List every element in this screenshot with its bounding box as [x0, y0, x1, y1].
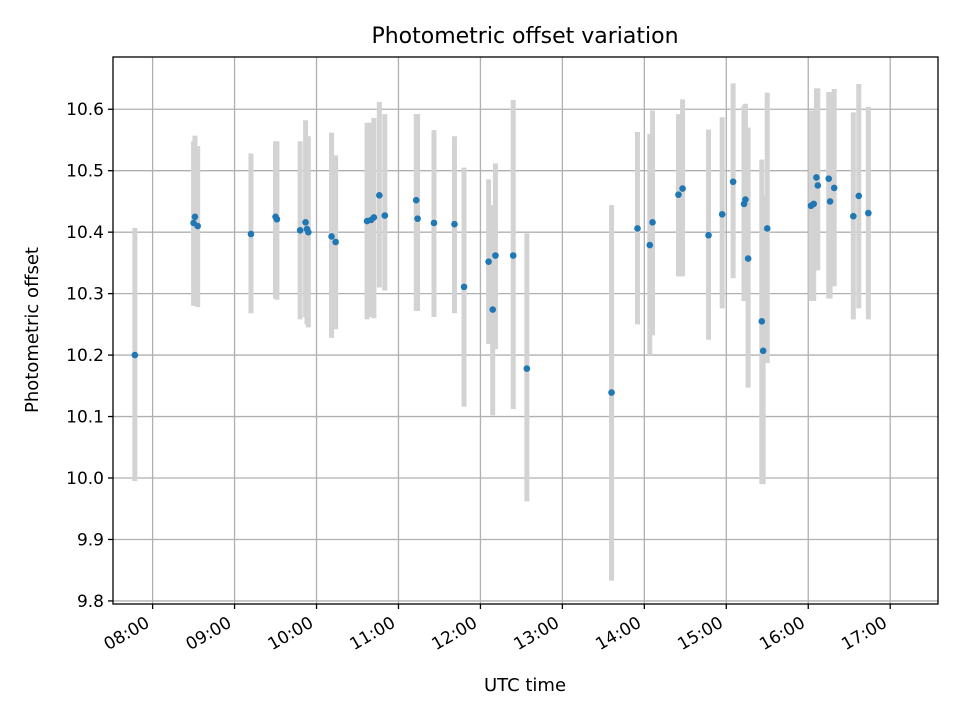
data-point [646, 241, 654, 249]
y-tick-label: 10.2 [66, 346, 104, 366]
data-point [825, 175, 833, 182]
y-tick-label: 9.9 [77, 530, 104, 550]
data-point [414, 215, 421, 222]
y-axis-label: Photometric offset [22, 247, 43, 413]
x-tick-label: 12:00 [428, 613, 480, 655]
error-bars [132, 83, 871, 581]
data-point [191, 213, 199, 221]
data-point [131, 351, 139, 359]
data-point [718, 211, 726, 218]
data-point [679, 185, 686, 192]
data-point [763, 225, 771, 232]
data-point [744, 255, 752, 262]
x-tick-label: 15:00 [674, 613, 726, 655]
y-tick-label: 10.3 [66, 285, 104, 305]
data-point [608, 389, 615, 396]
y-tick-label: 9.8 [77, 592, 104, 612]
data-point [649, 219, 656, 226]
data-point [305, 228, 312, 236]
y-tick-label: 10.1 [66, 408, 104, 428]
x-tick-label: 16:00 [756, 613, 808, 655]
plot-area-frame [112, 56, 939, 605]
chart-title: Photometric offset variation [371, 24, 678, 49]
data-point [850, 212, 857, 220]
data-point [460, 283, 468, 291]
y-tick-label: 10.5 [66, 162, 104, 182]
data-point [865, 209, 872, 217]
y-tick-label: 10.6 [66, 100, 104, 120]
data-point [376, 191, 383, 199]
x-tick-label: 09:00 [183, 613, 235, 655]
data-point [273, 215, 281, 223]
data-point [194, 222, 201, 230]
x-tick-label: 14:00 [592, 613, 644, 655]
data-point [830, 184, 838, 192]
data-point [489, 306, 497, 313]
data-point [810, 200, 818, 208]
data-point [814, 182, 822, 189]
data-point [855, 192, 863, 200]
data-point [492, 252, 499, 259]
y-tick-label: 10.0 [66, 469, 104, 489]
x-axis-label: UTC time [484, 675, 566, 696]
y-tick-label: 10.4 [66, 223, 104, 243]
x-tick-label: 10:00 [265, 613, 317, 655]
data-point [742, 196, 749, 203]
data-point [813, 174, 820, 181]
data-point [729, 178, 737, 186]
data-point [296, 227, 304, 234]
data-point [634, 225, 641, 232]
data-point [705, 231, 712, 239]
data-point [430, 219, 438, 227]
x-tick-label: 13:00 [510, 613, 562, 655]
data-point [247, 230, 255, 238]
data-point [332, 238, 339, 246]
x-tick-label: 08:00 [101, 613, 153, 655]
data-point [451, 220, 458, 228]
data-point [412, 196, 420, 204]
data-point [302, 219, 309, 226]
data-point [826, 198, 834, 205]
data-point [328, 233, 335, 240]
data-point [758, 317, 766, 325]
data-point [759, 347, 767, 355]
data-point [675, 191, 682, 198]
data-point [485, 258, 492, 265]
data-points [131, 174, 872, 396]
x-tick-label: 17:00 [838, 613, 890, 655]
x-tick-label: 11:00 [347, 613, 399, 655]
data-point [523, 365, 531, 372]
data-point [509, 252, 517, 259]
data-point [370, 214, 378, 221]
data-point [381, 212, 389, 219]
